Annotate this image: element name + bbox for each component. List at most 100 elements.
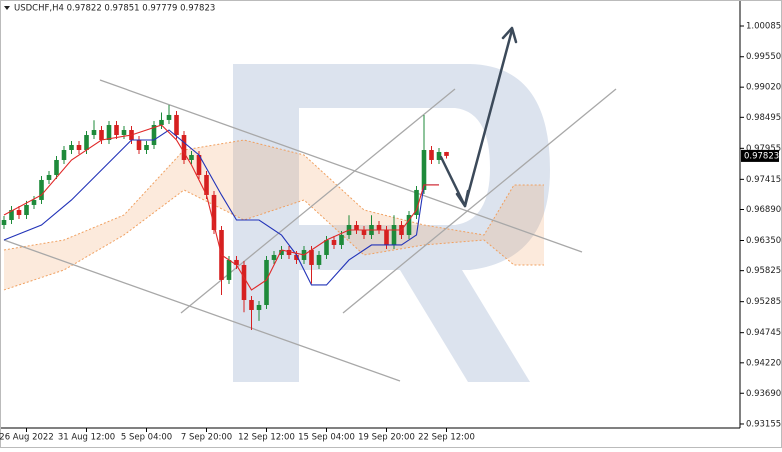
candle-body: [436, 152, 442, 160]
x-tick-label: 19 Sep 20:00: [358, 433, 415, 443]
y-tick-label: 1.00085: [746, 22, 781, 32]
candle-body: [256, 304, 262, 310]
candle-body: [444, 152, 449, 156]
x-tick-label: 31 Aug 12:00: [58, 433, 115, 443]
current-price-label: 0.97823: [744, 151, 779, 161]
candle-body: [324, 239, 329, 255]
candle-body: [361, 229, 367, 235]
candle-body: [99, 130, 104, 141]
candle-body: [69, 145, 74, 150]
candle-body: [136, 140, 142, 150]
cloud-segment: [484, 184, 514, 265]
y-tick-label: 0.97955: [746, 144, 781, 154]
cloud-segment: [424, 224, 484, 245]
trend-line: [342, 88, 617, 314]
y-tick-label: 0.96350: [746, 236, 781, 246]
candle-body: [189, 154, 194, 160]
candle-body: [249, 299, 254, 310]
candle-body: [331, 239, 337, 245]
candle-body: [234, 259, 239, 265]
y-tick-label: 0.94745: [746, 328, 781, 338]
candle-body: [9, 210, 14, 221]
candle-body: [24, 204, 29, 216]
x-tick-label: 22 Sep 12:00: [418, 433, 475, 443]
candle-body: [91, 130, 97, 136]
arrow-head: [501, 26, 518, 44]
candle-layer: [1, 104, 449, 330]
y-tick-label: 0.99550: [746, 52, 781, 62]
candle-body: [226, 259, 232, 280]
y-tick-label: 0.93690: [746, 389, 781, 399]
candle-body: [309, 249, 314, 265]
candle-body: [196, 154, 202, 175]
candle-body: [16, 210, 22, 216]
candle-body: [354, 224, 359, 230]
x-tick-label: 7 Sep 20:00: [181, 433, 232, 443]
candle-body: [339, 234, 344, 245]
trend-lines: [3, 79, 617, 382]
candle-body: [144, 145, 149, 150]
trend-line: [180, 88, 456, 314]
candle-body: [76, 145, 82, 150]
candle-body: [384, 229, 389, 245]
candle-body: [39, 179, 44, 200]
y-tick-label: 0.95285: [746, 297, 781, 307]
arrow-head: [455, 189, 470, 208]
candle-body: [414, 189, 419, 216]
candle-body: [1, 220, 7, 225]
cloud-segment: [4, 239, 64, 290]
candle-body: [264, 259, 269, 305]
y-tick-label: 0.95825: [746, 266, 781, 276]
trend-line: [99, 79, 583, 253]
cloud-segment: [244, 140, 304, 221]
y-tick-label: 0.97415: [746, 175, 781, 185]
current-price-box: [741, 149, 779, 162]
candle-body: [271, 254, 277, 260]
x-tick-label: 5 Sep 04:00: [121, 433, 172, 443]
y-tick-label: 0.99020: [746, 83, 781, 93]
candle-body: [316, 254, 322, 265]
y-tick-label: 0.96890: [746, 205, 781, 215]
candle-body: [151, 125, 157, 146]
x-tick-label: 12 Sep 12:00: [238, 433, 295, 443]
candle-body: [294, 254, 299, 260]
candle-body: [286, 249, 292, 255]
candle-body: [429, 149, 434, 160]
candle-body: [204, 174, 209, 195]
candle-body: [106, 125, 112, 141]
candle-body: [46, 174, 52, 180]
x-tick-label: 15 Sep 04:00: [298, 433, 355, 443]
candle-body: [114, 125, 119, 136]
candle-body: [211, 194, 217, 230]
watermark-leg: [400, 270, 530, 382]
watermark-stem: [233, 64, 299, 382]
forecast-arrow: [439, 26, 518, 208]
cloud-segment: [124, 149, 184, 235]
tenkan-line: [3, 124, 439, 291]
candle-body: [61, 149, 67, 160]
kijun-line: [3, 129, 439, 286]
trend-line: [3, 239, 401, 382]
candle-body: [376, 224, 382, 230]
cloud-segment: [64, 215, 124, 270]
candle-body: [121, 130, 127, 136]
candle-body: [166, 114, 172, 120]
candle-body: [159, 119, 164, 126]
candle-body: [241, 264, 247, 300]
y-tick-label: 0.93155: [746, 419, 781, 429]
candle-body: [174, 114, 179, 136]
candle-body: [279, 249, 284, 255]
candle-body: [31, 199, 37, 205]
header-icon: [4, 6, 10, 10]
cloud-segment: [514, 184, 544, 265]
candle-body: [421, 149, 427, 190]
y-tick-label: 0.98495: [746, 113, 781, 123]
candle-body: [84, 135, 89, 150]
cloud-span: [3, 139, 544, 251]
candle-body: [54, 159, 59, 175]
x-tick-label: 26 Aug 2022: [0, 433, 54, 443]
chart-header: USDCHF,H4 0.97822 0.97851 0.97779 0.9782…: [14, 4, 215, 14]
candle-body: [181, 135, 187, 160]
